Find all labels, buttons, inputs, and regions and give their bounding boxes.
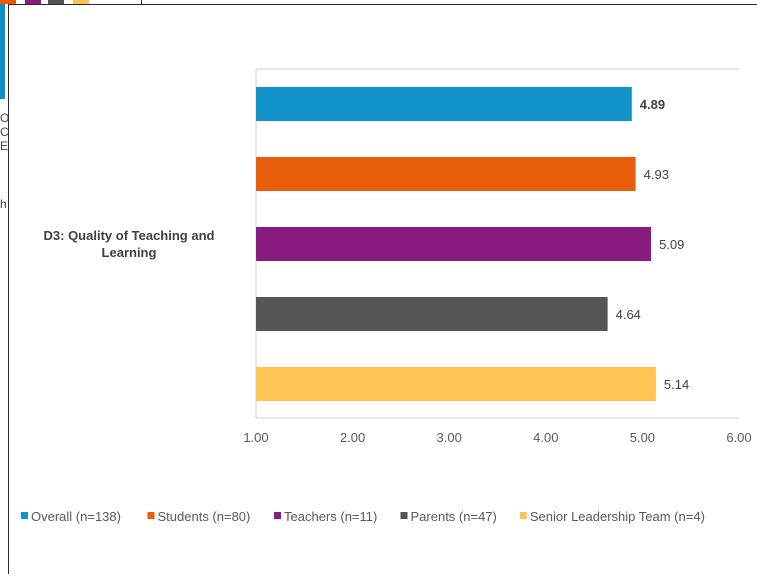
category-label-line: Learning [102,245,157,260]
bar-chart: D3: Quality of Teaching and Learning 4.8… [21,68,752,524]
background-color-chip [25,0,41,4]
legend-label: Senior Leadership Team (n=4) [530,509,705,524]
x-tick-labels: 1.00 2.00 3.00 4.00 5.00 6.00 [243,430,751,445]
legend-swatch [274,512,281,519]
bar-1 [256,87,632,121]
background-color-chip [48,0,64,4]
category-label-line: D3: Quality of Teaching and [44,228,215,243]
bar-3 [256,227,652,261]
background-color-chip [73,0,89,4]
bar-4 [256,297,608,331]
bars-group: 4.89 4.93 5.09 4.64 5.14 [256,87,689,401]
background-text: E [0,139,9,153]
legend: Overall (n=138) Students (n=80) Teachers (… [21,509,705,524]
bar-value-label: 5.14 [664,377,689,392]
category-label: D3: Quality of Teaching and Learning [44,228,215,260]
x-tick-label: 3.00 [437,430,462,445]
legend-label: Overall (n=138) [31,509,121,524]
legend-label: Teachers (n=11) [284,509,377,524]
x-tick-label: 1.00 [243,430,268,445]
bar-value-label: 4.89 [640,97,665,112]
bar-value-label: 4.93 [644,167,669,182]
x-tick-label: 2.00 [340,430,365,445]
x-tick-label: 6.00 [726,430,751,445]
background-text: h [0,197,7,211]
bar-value-label: 5.09 [659,237,684,252]
x-tick-label: 4.00 [533,430,558,445]
legend-swatch [21,512,28,519]
background-text: C [0,125,9,139]
legend-swatch [147,512,155,519]
background-divider [141,0,142,5]
legend-swatch [519,512,527,519]
bar-value-label: 4.64 [616,307,641,322]
legend-label: Parents (n=47) [411,509,497,524]
x-tick-label: 5.00 [630,430,655,445]
legend-label: Students (n=80) [158,509,251,524]
bar-5 [256,367,656,401]
background-color-chip [0,0,16,4]
background-text: O [0,111,10,125]
chart-panel: D3: Quality of Teaching and Learning 4.8… [8,4,757,574]
legend-swatch [400,512,408,519]
bar-2 [256,157,636,191]
background-blue-bar [0,4,5,99]
